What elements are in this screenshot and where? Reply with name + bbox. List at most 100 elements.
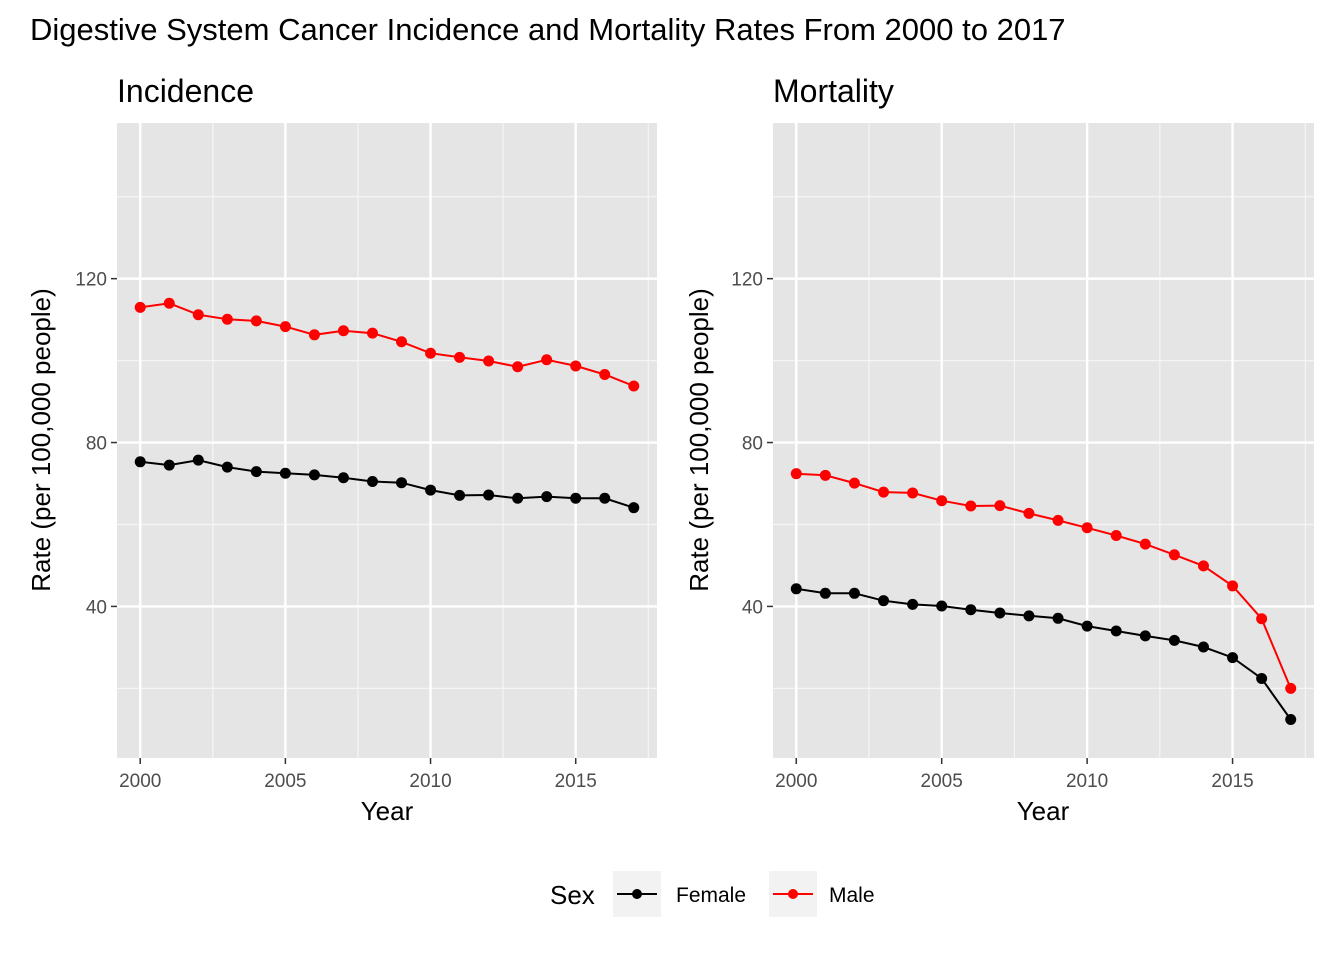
grid-layer: [117, 123, 657, 758]
x-tick-label: 2010: [1066, 771, 1108, 792]
data-point-female: [541, 491, 553, 503]
data-point-female: [848, 587, 860, 599]
data-point-male: [1023, 507, 1035, 519]
data-point-male: [163, 297, 175, 309]
panel-title: Mortality: [773, 73, 894, 109]
x-axis-label: Year: [361, 796, 414, 826]
data-point-female: [425, 484, 437, 496]
data-point-male: [134, 301, 146, 313]
x-axis-ticks: 2000 2005 2010 2015: [119, 758, 597, 792]
data-point-male: [628, 380, 640, 392]
series-layer: [790, 468, 1297, 725]
data-point-female: [1023, 610, 1035, 622]
data-point-female: [1285, 713, 1297, 725]
data-point-male: [512, 361, 524, 373]
plot-background: [773, 123, 1314, 758]
data-point-female: [134, 456, 146, 468]
data-point-female: [192, 454, 204, 466]
data-point-male: [396, 336, 408, 348]
series-layer: [134, 297, 640, 514]
data-point-female: [570, 492, 582, 504]
legend-entry-female: Female: [676, 884, 746, 907]
data-point-male: [1168, 549, 1180, 561]
legend-title: Sex: [550, 880, 595, 910]
y-tick-label: 80: [742, 434, 763, 455]
legend-key-point-female: [632, 889, 642, 899]
data-point-female: [512, 492, 524, 504]
data-point-male: [1256, 613, 1268, 625]
data-point-male: [192, 309, 204, 321]
data-point-female: [907, 598, 919, 610]
data-point-male: [1197, 560, 1209, 572]
data-point-female: [1256, 673, 1268, 685]
x-tick-label: 2005: [921, 771, 963, 792]
data-point-male: [541, 354, 553, 366]
data-point-female: [965, 604, 977, 616]
data-point-male: [907, 487, 919, 499]
data-point-female: [1081, 620, 1093, 632]
x-tick-label: 2000: [119, 771, 161, 792]
data-point-male: [848, 477, 860, 489]
data-point-male: [279, 321, 291, 333]
data-point-male: [1227, 580, 1239, 592]
data-point-male: [1110, 530, 1122, 542]
x-tick-label: 2015: [555, 771, 597, 792]
legend-key-point-male: [788, 889, 798, 899]
x-tick-label: 2010: [409, 771, 451, 792]
data-point-male: [599, 369, 611, 381]
data-point-male: [366, 327, 378, 339]
legend-entry-male: Male: [829, 884, 875, 907]
x-tick-label: 2005: [264, 771, 306, 792]
x-tick-label: 2000: [775, 771, 817, 792]
data-point-male: [425, 347, 437, 359]
data-point-female: [819, 587, 831, 599]
data-point-female: [599, 492, 611, 504]
chart-title: Digestive System Cancer Incidence and Mo…: [30, 12, 1066, 47]
data-point-male: [878, 486, 890, 498]
data-point-male: [936, 495, 948, 507]
grid-layer: [773, 123, 1314, 758]
y-axis-label: Rate (per 100,000 people): [26, 288, 56, 592]
data-point-female: [250, 466, 262, 478]
data-point-male: [965, 500, 977, 512]
legend: Sex Female Male: [550, 871, 875, 917]
y-axis-ticks: 40 80 120: [75, 270, 117, 618]
data-point-female: [396, 477, 408, 489]
data-point-male: [994, 500, 1006, 512]
data-point-male: [250, 315, 262, 327]
x-axis-label: Year: [1017, 796, 1070, 826]
data-point-female: [1139, 630, 1151, 642]
y-tick-label: 120: [731, 270, 763, 291]
data-point-female: [1110, 625, 1122, 637]
data-point-female: [994, 607, 1006, 619]
data-point-male: [1081, 522, 1093, 534]
data-point-female: [878, 595, 890, 607]
x-axis-ticks: 2000 2005 2010 2015: [775, 758, 1254, 792]
data-point-female: [366, 475, 378, 487]
data-point-female: [221, 461, 233, 473]
data-point-male: [1139, 538, 1151, 550]
data-point-female: [790, 583, 802, 595]
data-point-female: [1197, 641, 1209, 653]
data-point-female: [628, 502, 640, 514]
panel-title: Incidence: [117, 73, 254, 109]
data-point-female: [454, 489, 466, 501]
data-point-female: [279, 467, 291, 479]
data-point-male: [1052, 514, 1064, 526]
y-axis-ticks: 40 80 120: [731, 270, 773, 618]
data-point-male: [790, 468, 802, 480]
data-point-male: [570, 360, 582, 372]
data-point-male: [308, 329, 320, 341]
data-point-female: [1227, 652, 1239, 664]
data-point-male: [483, 355, 495, 367]
x-tick-label: 2015: [1211, 771, 1253, 792]
data-point-female: [1052, 612, 1064, 624]
y-tick-label: 120: [75, 270, 107, 291]
data-point-female: [163, 459, 175, 471]
y-tick-label: 40: [742, 597, 763, 618]
y-tick-label: 80: [86, 434, 107, 455]
y-tick-label: 40: [86, 597, 107, 618]
